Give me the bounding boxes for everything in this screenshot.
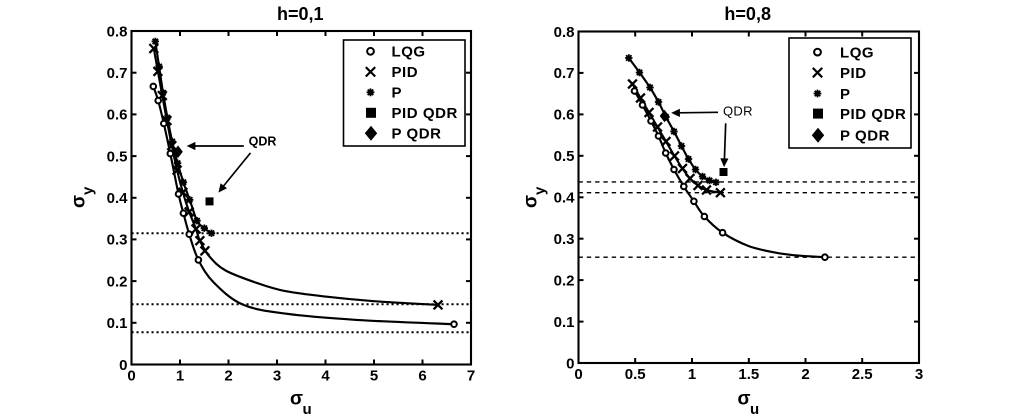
svg-text:P QDR: P QDR — [392, 126, 442, 143]
svg-text:0.3: 0.3 — [554, 231, 575, 248]
svg-text:P: P — [392, 85, 403, 102]
svg-text:0.1: 0.1 — [107, 315, 128, 332]
svg-text:h=0,8: h=0,8 — [724, 4, 771, 24]
svg-text:P: P — [840, 86, 851, 103]
svg-text:7: 7 — [467, 368, 475, 385]
svg-text:QDR: QDR — [723, 103, 753, 118]
svg-text:1: 1 — [688, 366, 696, 383]
svg-text:u: u — [750, 401, 759, 418]
svg-text:1: 1 — [176, 368, 184, 385]
svg-text:h=0,1: h=0,1 — [277, 4, 324, 24]
svg-text:2: 2 — [801, 366, 809, 383]
svg-text:LQG: LQG — [840, 44, 874, 61]
svg-text:3: 3 — [915, 366, 923, 383]
svg-text:σ: σ — [738, 389, 751, 410]
svg-text:2: 2 — [224, 368, 232, 385]
svg-text:LQG: LQG — [392, 44, 426, 61]
svg-text:1.5: 1.5 — [738, 366, 759, 383]
svg-text:0: 0 — [566, 355, 574, 372]
svg-text:u: u — [303, 401, 312, 418]
svg-text:0.8: 0.8 — [107, 23, 128, 40]
svg-text:0.7: 0.7 — [554, 65, 575, 82]
svg-text:0.2: 0.2 — [554, 272, 575, 289]
svg-text:0: 0 — [574, 366, 582, 383]
svg-text:0.5: 0.5 — [107, 148, 128, 165]
svg-text:0.5: 0.5 — [625, 366, 646, 383]
svg-text:QDR: QDR — [249, 134, 277, 148]
svg-text:0.8: 0.8 — [554, 24, 575, 41]
svg-text:PID QDR: PID QDR — [392, 105, 458, 122]
svg-text:0.5: 0.5 — [554, 148, 575, 165]
svg-text:5: 5 — [370, 368, 378, 385]
svg-text:0.6: 0.6 — [107, 107, 128, 124]
svg-text:PID: PID — [840, 65, 867, 82]
svg-text:0.1: 0.1 — [554, 314, 575, 331]
svg-text:2.5: 2.5 — [852, 366, 873, 383]
svg-text:4: 4 — [321, 368, 330, 385]
svg-text:σ: σ — [290, 389, 303, 410]
svg-text:P QDR: P QDR — [840, 128, 890, 145]
svg-text:0.6: 0.6 — [554, 107, 575, 124]
svg-text:0.4: 0.4 — [107, 190, 129, 207]
svg-text:PID QDR: PID QDR — [840, 106, 906, 123]
svg-text:0.3: 0.3 — [107, 232, 128, 249]
svg-text:0.7: 0.7 — [107, 65, 128, 82]
svg-text:3: 3 — [273, 368, 281, 385]
svg-text:0: 0 — [127, 368, 135, 385]
svg-text:6: 6 — [418, 368, 426, 385]
svg-text:0.4: 0.4 — [554, 190, 576, 207]
svg-text:0: 0 — [119, 357, 127, 374]
svg-text:PID: PID — [392, 64, 419, 81]
svg-text:0.2: 0.2 — [107, 273, 128, 290]
